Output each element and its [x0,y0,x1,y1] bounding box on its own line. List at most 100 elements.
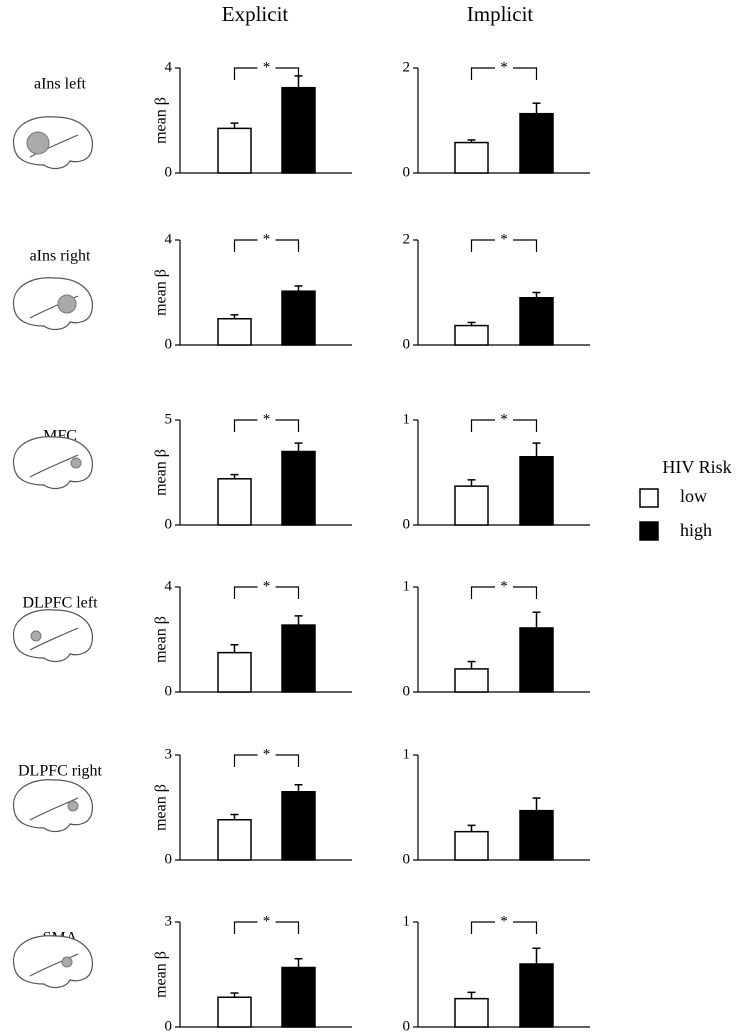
brain-icon [12,277,93,331]
y-tick-label: 0 [165,851,173,867]
bar [217,651,252,693]
y-tick-label: 1 [403,913,411,929]
brain-sulcus [29,454,79,478]
bar [454,830,489,861]
significance-label: * [500,578,508,594]
region-marker [67,800,79,812]
region-marker [70,457,82,469]
brain-icon [12,935,93,989]
y-tick-label: 4 [165,578,173,594]
region-marker [61,956,73,968]
y-tick-label: 0 [403,516,411,532]
column-title: Explicit [222,2,289,26]
legend-label: low [680,486,707,506]
bar [217,478,252,526]
bar [454,141,489,174]
bar [217,996,252,1028]
bracket-gap [257,752,276,758]
y-tick-label: 0 [165,336,173,352]
y-tick-label: 4 [165,59,173,75]
legend-swatch [639,521,659,541]
bar [281,290,316,346]
legend-title: HIV Risk [662,457,731,477]
y-tick-label: 3 [165,746,173,762]
bar [281,450,316,526]
bracket-gap [257,65,276,71]
y-tick-label: 3 [165,913,173,929]
y-tick-label: 2 [403,231,411,247]
significance-label: * [263,578,271,594]
bracket-gap [257,417,276,423]
brain-sulcus [29,797,79,821]
bar [454,485,489,526]
bracket-gap [495,919,513,925]
y-tick-label: 1 [403,578,411,594]
legend-swatch [639,488,659,508]
significance-label: * [263,746,271,762]
bar [281,624,316,693]
y-tick-label: 0 [403,683,411,699]
y-tick-label: 1 [403,746,411,762]
bar [281,966,316,1028]
bar [217,819,252,861]
row-label: aIns left [34,76,87,93]
bracket-gap [495,237,513,243]
bar [454,997,489,1028]
bracket-gap [257,584,276,590]
y-tick-label: 5 [165,411,173,427]
bracket-gap [495,584,513,590]
column-title: Implicit [467,2,534,26]
y-tick-label: 0 [165,683,173,699]
bar [454,324,489,346]
region-marker [57,294,77,314]
y-tick-label: 4 [165,231,173,247]
y-axis-label: mean β [153,784,170,831]
y-tick-label: 0 [165,516,173,532]
brain-sulcus [29,627,79,651]
y-tick-label: 0 [165,1018,173,1034]
y-axis-label: mean β [153,616,170,663]
significance-label: * [263,913,271,929]
row-label: DLPFC right [18,763,103,780]
significance-label: * [500,411,508,427]
y-axis-label: mean β [153,269,170,316]
region-marker [30,630,42,642]
bar [519,456,554,526]
bar [454,668,489,693]
legend-label: high [680,520,712,540]
y-axis-label: mean β [153,449,170,496]
significance-label: * [263,411,271,427]
y-tick-label: 0 [165,164,173,180]
bar [217,318,252,346]
y-axis-label: mean β [153,951,170,998]
bracket-gap [257,237,276,243]
row-label: aIns right [30,248,91,265]
y-tick-label: 0 [403,336,411,352]
y-tick-label: 0 [403,851,411,867]
brain-sulcus [29,953,79,977]
bar [519,963,554,1028]
y-tick-label: 0 [403,164,411,180]
significance-label: * [263,231,271,247]
brain-icon [12,116,93,170]
bracket-gap [257,919,276,925]
y-tick-label: 1 [403,411,411,427]
brain-sulcus [29,134,79,158]
bracket-gap [495,417,513,423]
y-tick-label: 0 [403,1018,411,1034]
bar [217,127,252,174]
significance-label: * [500,59,508,75]
y-tick-label: 2 [403,59,411,75]
significance-label: * [500,913,508,929]
bracket-gap [495,65,513,71]
bar [281,791,316,861]
significance-label: * [263,59,271,75]
significance-label: * [500,231,508,247]
bar [519,627,554,693]
row-label: DLPFC left [22,595,98,612]
bar [519,112,554,174]
bar [519,809,554,861]
bar [281,86,316,174]
brain-icon [12,779,93,833]
